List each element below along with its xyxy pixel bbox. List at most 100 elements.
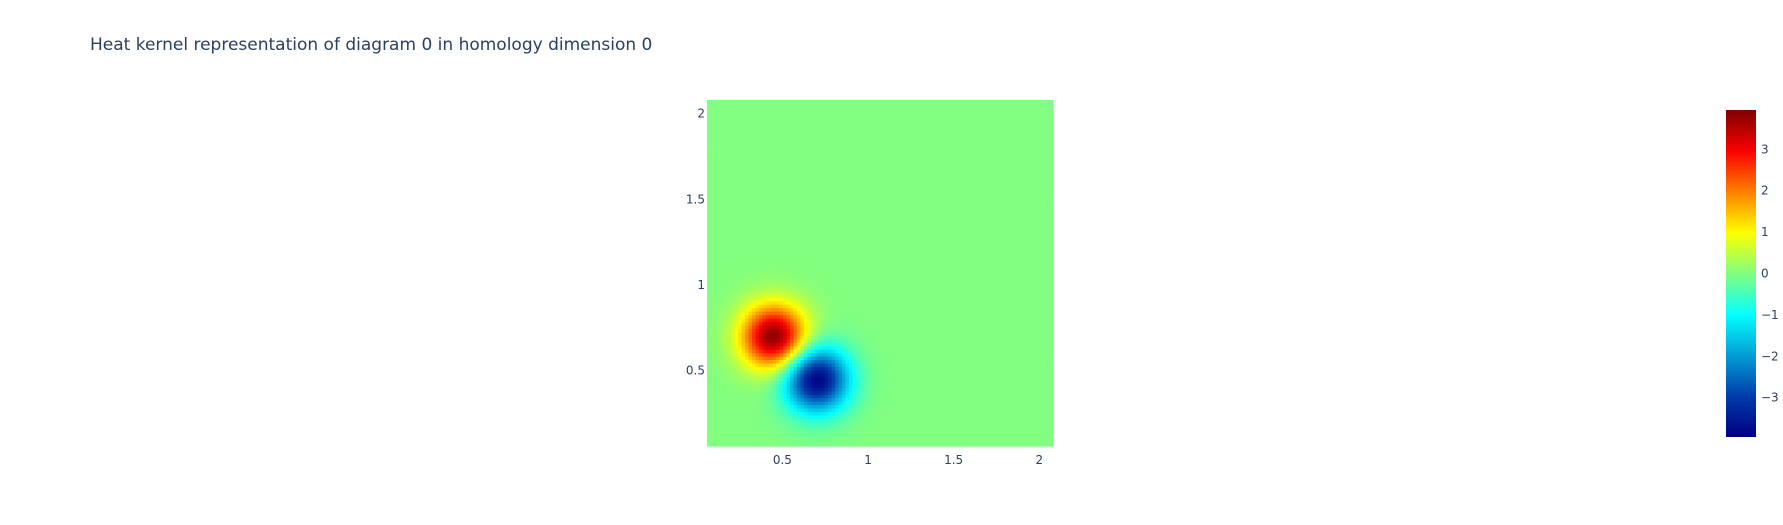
heatmap-cell — [876, 414, 881, 419]
heatmap-cell — [983, 273, 988, 278]
heatmap-cell — [1035, 321, 1040, 326]
heatmap-cell — [952, 300, 957, 305]
heatmap-cell — [1011, 328, 1016, 333]
heatmap-cell — [911, 300, 916, 305]
heatmap-cell — [707, 279, 712, 284]
heatmap-cell — [790, 349, 795, 354]
heatmap-cell — [817, 442, 822, 447]
heatmap-cell — [987, 387, 992, 392]
heatmap-cell — [862, 311, 867, 316]
heatmap-cell — [900, 432, 905, 437]
heatmap-cell — [997, 411, 1002, 416]
heatmap-cell — [1014, 432, 1019, 437]
heatmap-cell — [980, 283, 985, 288]
heatmap-cell — [987, 359, 992, 364]
heatmap-cell — [748, 435, 753, 440]
heatmap-cell — [1042, 387, 1047, 392]
heatmap-cell — [1049, 349, 1054, 354]
heatmap-cell — [942, 349, 947, 354]
heatmap-cell — [741, 442, 746, 447]
heatmap-cell — [741, 373, 746, 378]
heatmap-cell — [731, 279, 736, 284]
heatmap-cell — [987, 428, 992, 433]
heatmap-cell — [800, 342, 805, 347]
heatmap-cell — [1049, 394, 1054, 399]
heatmap-cell — [997, 321, 1002, 326]
heatmap-cell — [869, 407, 874, 412]
heatmap-cell — [810, 397, 815, 402]
heatmap-cell — [938, 342, 943, 347]
heatmap-cell — [741, 411, 746, 416]
heatmap-cell — [994, 428, 999, 433]
heatmap-cell — [786, 328, 791, 333]
heatmap-cell — [786, 349, 791, 354]
heatmap-cell — [914, 328, 919, 333]
heatmap-cell — [900, 335, 905, 340]
heatmap-cell — [1042, 383, 1047, 388]
heatmap-cell — [928, 390, 933, 395]
heatmap-cell — [1049, 428, 1054, 433]
heatmap-cell — [1018, 331, 1023, 336]
heatmap-cell — [814, 428, 819, 433]
heatmap-cell — [1039, 439, 1044, 444]
heatmap-cell — [1021, 335, 1026, 340]
heatmap-cell — [765, 359, 770, 364]
heatmap-cell — [751, 380, 757, 385]
heatmap-cell — [817, 414, 822, 419]
heatmap-cell — [907, 331, 912, 336]
heatmap-cell — [803, 328, 808, 333]
heatmap-cell — [1032, 397, 1037, 402]
heatmap-cell — [876, 435, 881, 440]
heatmap-cell — [1011, 442, 1016, 447]
heatmap-cell — [814, 383, 819, 388]
heatmap-cell — [963, 321, 968, 326]
heatmap-cell — [990, 283, 995, 288]
heatmap-cell — [835, 432, 840, 437]
heatmap-cell — [772, 273, 777, 278]
heatmap-cell — [796, 286, 802, 291]
heatmap-cell — [1049, 279, 1054, 284]
heatmap-cell — [1011, 345, 1016, 350]
heatmap-cell — [772, 304, 777, 309]
heatmap-cell — [924, 314, 930, 319]
heatmap-cell — [724, 439, 729, 444]
heatmap-cell — [828, 273, 833, 278]
heatmap-cell — [897, 387, 902, 392]
heatmap-cell — [976, 442, 981, 447]
heatmap-cell — [748, 331, 753, 336]
heatmap-cell — [914, 324, 919, 329]
heatmap-cell — [779, 397, 784, 402]
heatmap-cell — [855, 321, 860, 326]
heatmap-cell — [994, 442, 999, 447]
heatmap-cell — [959, 317, 964, 323]
heatmap-cell — [821, 435, 826, 440]
heatmap-cell — [848, 283, 853, 288]
heatmap-cell — [904, 279, 909, 284]
heatmap-cell — [1008, 373, 1013, 378]
heatmap-cell — [845, 279, 850, 284]
heatmap-cell — [883, 307, 888, 312]
heatmap-cell — [769, 390, 774, 395]
heatmap-cell — [873, 418, 878, 423]
heatmap-cell — [1014, 321, 1019, 326]
heatmap-cell — [1028, 286, 1033, 291]
heatmap-cell — [994, 397, 999, 402]
heatmap-cell — [873, 324, 878, 329]
heatmap-cell — [980, 359, 985, 364]
heatmap-cell — [741, 273, 746, 278]
heatmap-cell — [848, 411, 853, 416]
heatmap-cell — [880, 390, 885, 395]
heatmap-cell — [796, 425, 802, 430]
heatmap-cell — [918, 321, 923, 326]
heatmap-cell — [976, 314, 981, 319]
heatmap-cell — [734, 273, 739, 278]
heatmap-cell — [959, 362, 964, 368]
heatmap-cell — [931, 442, 936, 447]
heatmap-cell — [779, 349, 784, 354]
heatmap-cell — [713, 407, 718, 412]
heatmap-cell — [945, 293, 950, 298]
heatmap-cell — [876, 349, 881, 354]
heatmap-cell — [1011, 387, 1016, 392]
heatmap-cell — [876, 345, 881, 350]
heatmap-cell — [928, 359, 933, 364]
